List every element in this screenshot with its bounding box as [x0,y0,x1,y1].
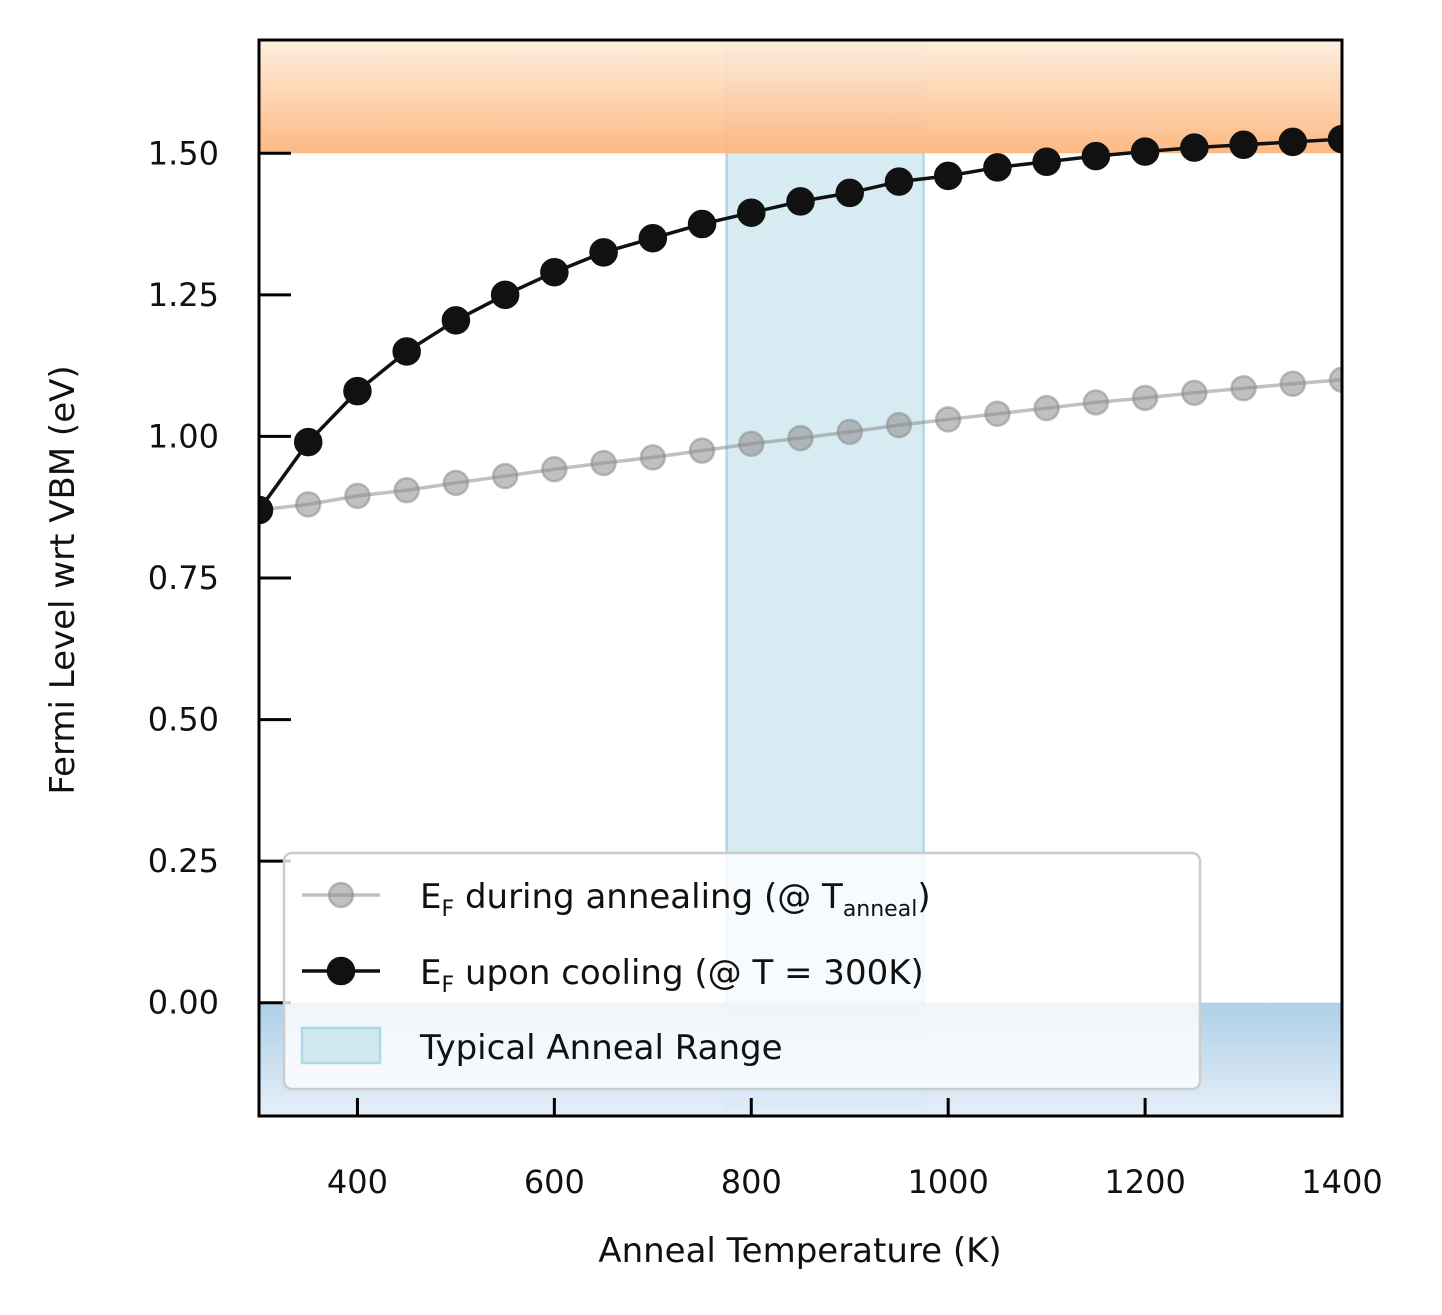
data-point-cooling [884,167,914,196]
conduction-band-region [259,40,1342,154]
x-axis: 400 600 800 1000 1200 1400 [327,1098,1383,1201]
x-tick-label: 1200 [1104,1163,1185,1201]
legend-label-annealing: EF during annealing (@ Tanneal) [420,877,931,922]
x-tick-label: 600 [524,1163,585,1201]
data-point-cooling [259,495,274,525]
x-tick-label: 800 [721,1163,782,1201]
data-point-cooling [589,238,618,267]
data-point-annealing [639,444,667,471]
data-point-annealing [1082,389,1110,416]
data-point-cooling [1229,130,1258,160]
data-point-annealing [934,406,962,433]
data-point-annealing [1328,366,1342,394]
data-point-cooling [392,337,421,366]
data-point-cooling [1327,124,1342,154]
data-point-annealing [1279,370,1307,398]
y-tick-label: 1.00 [148,417,219,455]
y-tick-label: 1.25 [148,276,219,314]
x-tick-label: 400 [327,1163,388,1201]
data-point-cooling [835,178,864,208]
x-axis-label: Anneal Temperature (K) [598,1231,1001,1271]
data-point-annealing [393,476,420,504]
data-point-annealing [738,430,765,458]
data-point-cooling [540,257,569,287]
data-point-cooling [687,209,717,239]
data-point-cooling [1032,147,1061,177]
data-point-annealing [1181,379,1208,407]
data-point-annealing [885,411,913,439]
y-tick-label: 0.25 [148,842,219,880]
data-point-annealing [1033,394,1060,422]
data-point-cooling [490,280,520,310]
data-point-annealing [787,424,814,452]
legend: EF during annealing (@ Tanneal) EF upon … [282,851,1202,1091]
legend-label-anneal-range: Typical Anneal Range [419,1028,783,1068]
data-point-annealing [836,418,863,446]
y-tick-label: 1.50 [148,134,219,172]
data-point-annealing [590,449,617,477]
data-point-annealing [541,456,568,483]
data-point-cooling [1180,133,1209,162]
data-point-cooling [638,223,668,253]
y-axis-label: Fermi Level wrt VBM (eV) [43,365,83,794]
y-tick-label: 0.50 [148,701,219,739]
legend-marker-cooling [326,956,356,986]
legend-box [282,851,1202,1091]
data-point-cooling [1081,141,1111,171]
series-annealing [259,366,1342,524]
data-point-annealing [344,482,371,510]
data-point-annealing [1131,384,1159,412]
x-tick-label: 1000 [907,1163,988,1201]
y-tick-label: 0.00 [148,984,219,1022]
y-tick-label: 0.75 [148,559,219,597]
data-point-cooling [786,187,815,216]
legend-label-cooling: EF upon cooling (@ T = 300K) [420,953,924,998]
data-point-cooling [933,161,963,191]
data-point-cooling [1278,127,1308,157]
data-point-cooling [293,427,323,457]
data-point-annealing [491,462,519,490]
series-cooling [259,124,1342,525]
y-axis: 0.00 0.25 0.50 0.75 1.00 1.25 1.50 [148,134,291,1022]
data-point-cooling [1130,137,1160,166]
legend-swatch-anneal-range [300,1026,382,1065]
data-point-annealing [1230,375,1257,402]
data-point-annealing [294,491,322,518]
data-point-cooling [737,198,766,227]
legend-marker-annealing [327,881,355,909]
data-point-cooling [983,153,1012,182]
data-point-annealing [984,400,1011,428]
data-point-annealing [442,469,470,497]
data-point-annealing [688,437,716,464]
data-point-cooling [441,306,471,335]
data-point-cooling [343,376,372,406]
x-tick-label: 1400 [1301,1163,1382,1201]
